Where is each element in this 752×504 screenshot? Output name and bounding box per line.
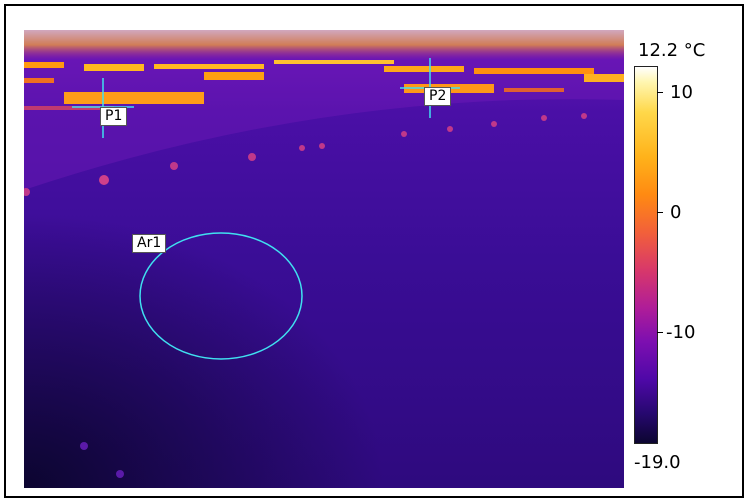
p2-label[interactable]: P2 (424, 87, 452, 106)
scale-tick-label: -10 (666, 322, 696, 343)
scale-tick (657, 332, 663, 333)
p1-label[interactable]: P1 (100, 107, 128, 126)
ar1-area-icon[interactable] (139, 232, 303, 360)
scale-min-value: -19.0 (634, 452, 681, 473)
scale-max-value: 12.2 °C (638, 40, 706, 61)
scale-tick (657, 212, 663, 213)
thermal-image-frame: P1 P2 Ar1 12.2 °C 10 0 -10 -19.0 (4, 4, 744, 498)
thermal-image: P1 P2 Ar1 (24, 30, 624, 488)
scale-tick-label: 0 (670, 202, 682, 223)
color-scale-bar (634, 66, 658, 444)
scale-tick (657, 92, 663, 93)
scale-tick-label: 10 (670, 82, 693, 103)
ar1-label[interactable]: Ar1 (132, 234, 167, 253)
